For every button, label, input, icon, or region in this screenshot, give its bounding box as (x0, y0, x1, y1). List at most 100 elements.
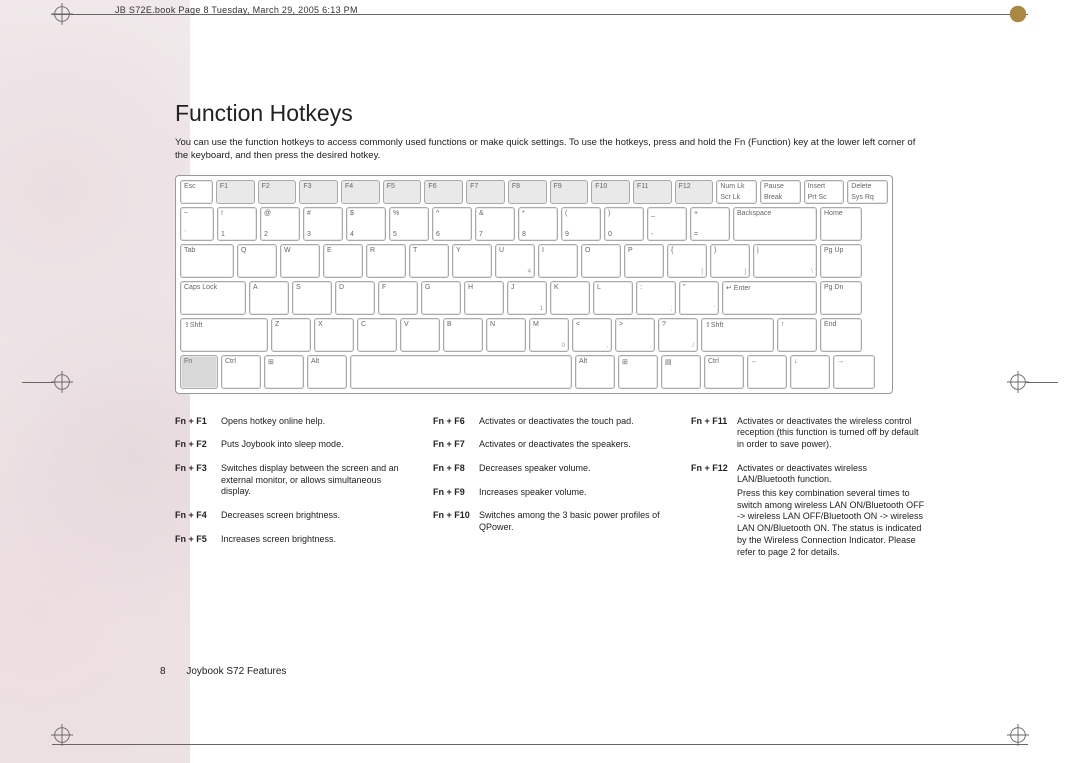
key: }] (710, 244, 750, 278)
hotkey-key: Fn + F1 (175, 416, 221, 428)
key: X (314, 318, 354, 352)
key: P (624, 244, 664, 278)
hotkey-desc: Decreases speaker volume. (479, 463, 667, 475)
key: ← (747, 355, 787, 389)
hotkey-desc: Activates or deactivates the wireless co… (737, 416, 925, 451)
registration-mark (1007, 371, 1029, 393)
hotkey-col-3: Fn + F11Activates or deactivates the wir… (691, 416, 925, 571)
registration-mark (51, 371, 73, 393)
key: S (292, 281, 332, 315)
hotkey-key: Fn + F10 (433, 510, 479, 533)
hotkey-col-2: Fn + F6Activates or deactivates the touc… (433, 416, 667, 571)
key: ↑ (777, 318, 817, 352)
key: ~` (180, 207, 214, 241)
page-content: Function Hotkeys You can use the functio… (175, 100, 925, 570)
key: Home (820, 207, 862, 241)
hotkey-desc: Opens hotkey online help. (221, 416, 409, 428)
key: Pg Dn (820, 281, 862, 315)
key: *8 (518, 207, 558, 241)
key: O (581, 244, 621, 278)
hotkey-key: Fn + F11 (691, 416, 737, 451)
key: :; (636, 281, 676, 315)
page-title: Function Hotkeys (175, 100, 925, 127)
key: !1 (217, 207, 257, 241)
hotkey-key: Fn + F7 (433, 439, 479, 451)
key: F11 (633, 180, 672, 204)
hotkey-extra: Press this key combination several times… (737, 488, 925, 558)
key: F7 (466, 180, 505, 204)
key: ▤ (661, 355, 701, 389)
key: → (833, 355, 875, 389)
hotkey-item: Fn + F12Activates or deactivates wireles… (691, 463, 925, 559)
key: ↵ Enter (722, 281, 817, 315)
key: F3 (299, 180, 338, 204)
key: V (400, 318, 440, 352)
key: ⊞ (618, 355, 658, 389)
key: Y (452, 244, 492, 278)
crop-tick-right (1026, 382, 1058, 383)
key: F12 (675, 180, 714, 204)
key: Tab (180, 244, 234, 278)
hotkey-col-1: Fn + F1Opens hotkey online help. Fn + F2P… (175, 416, 409, 571)
hotkey-key: Fn + F6 (433, 416, 479, 428)
key: C (357, 318, 397, 352)
key: D (335, 281, 375, 315)
key: PauseBreak (760, 180, 801, 204)
key: R (366, 244, 406, 278)
hotkey-table: Fn + F1Opens hotkey online help. Fn + F2P… (175, 416, 925, 571)
hotkey-desc: Switches display between the screen and … (221, 463, 409, 498)
page-number: 8 (160, 666, 166, 677)
key: F2 (258, 180, 297, 204)
hotkey-key: Fn + F8 (433, 463, 479, 475)
key: Z (271, 318, 311, 352)
hotkey-item: Fn + F2Puts Joybook into sleep mode. (175, 439, 409, 451)
key: Esc (180, 180, 213, 204)
hotkey-key: Fn + F4 (175, 510, 221, 522)
hotkey-desc: Decreases screen brightness. (221, 510, 409, 522)
hotkey-key: Fn + F3 (175, 463, 221, 498)
key: F8 (508, 180, 547, 204)
key: U4 (495, 244, 535, 278)
key: F9 (550, 180, 589, 204)
key: Ctrl (704, 355, 744, 389)
hotkey-desc: Increases speaker volume. (479, 487, 667, 499)
key: I (538, 244, 578, 278)
key: ⊞ (264, 355, 304, 389)
hotkey-item: Fn + F6Activates or deactivates the touc… (433, 416, 667, 428)
hotkey-item: Fn + F7Activates or deactivates the spea… (433, 439, 667, 451)
key: $4 (346, 207, 386, 241)
crop-rule-bottom (52, 744, 1028, 745)
keyboard-diagram: EscF1F2F3F4F5F6F7F8F9F10F11F12Num LkScr … (175, 175, 893, 394)
key: End (820, 318, 862, 352)
hotkey-item: Fn + F1Opens hotkey online help. (175, 416, 409, 428)
key: += (690, 207, 730, 241)
key: M0 (529, 318, 569, 352)
hotkey-item: Fn + F5Increases screen brightness. (175, 534, 409, 546)
hotkey-key: Fn + F5 (175, 534, 221, 546)
key: G (421, 281, 461, 315)
key: W (280, 244, 320, 278)
key: Num LkScr Lk (716, 180, 757, 204)
key: <, (572, 318, 612, 352)
key: (9 (561, 207, 601, 241)
key: Ctrl (221, 355, 261, 389)
key: Pg Up (820, 244, 862, 278)
key: Fn (180, 355, 218, 389)
hotkey-item: Fn + F8Decreases speaker volume. (433, 463, 667, 475)
crop-tick-left (22, 382, 54, 383)
key: F (378, 281, 418, 315)
registration-mark (51, 3, 73, 25)
hotkey-desc: Increases screen brightness. (221, 534, 409, 546)
key: %5 (389, 207, 429, 241)
key: H (464, 281, 504, 315)
key: F10 (591, 180, 630, 204)
key: {[ (667, 244, 707, 278)
key: ↓ (790, 355, 830, 389)
key: >. (615, 318, 655, 352)
key: _- (647, 207, 687, 241)
hotkey-item: Fn + F4Decreases screen brightness. (175, 510, 409, 522)
hotkey-key: Fn + F9 (433, 487, 479, 499)
key: F4 (341, 180, 380, 204)
hotkey-desc: Activates or deactivates wireless LAN/Bl… (737, 463, 925, 559)
key: "' (679, 281, 719, 315)
